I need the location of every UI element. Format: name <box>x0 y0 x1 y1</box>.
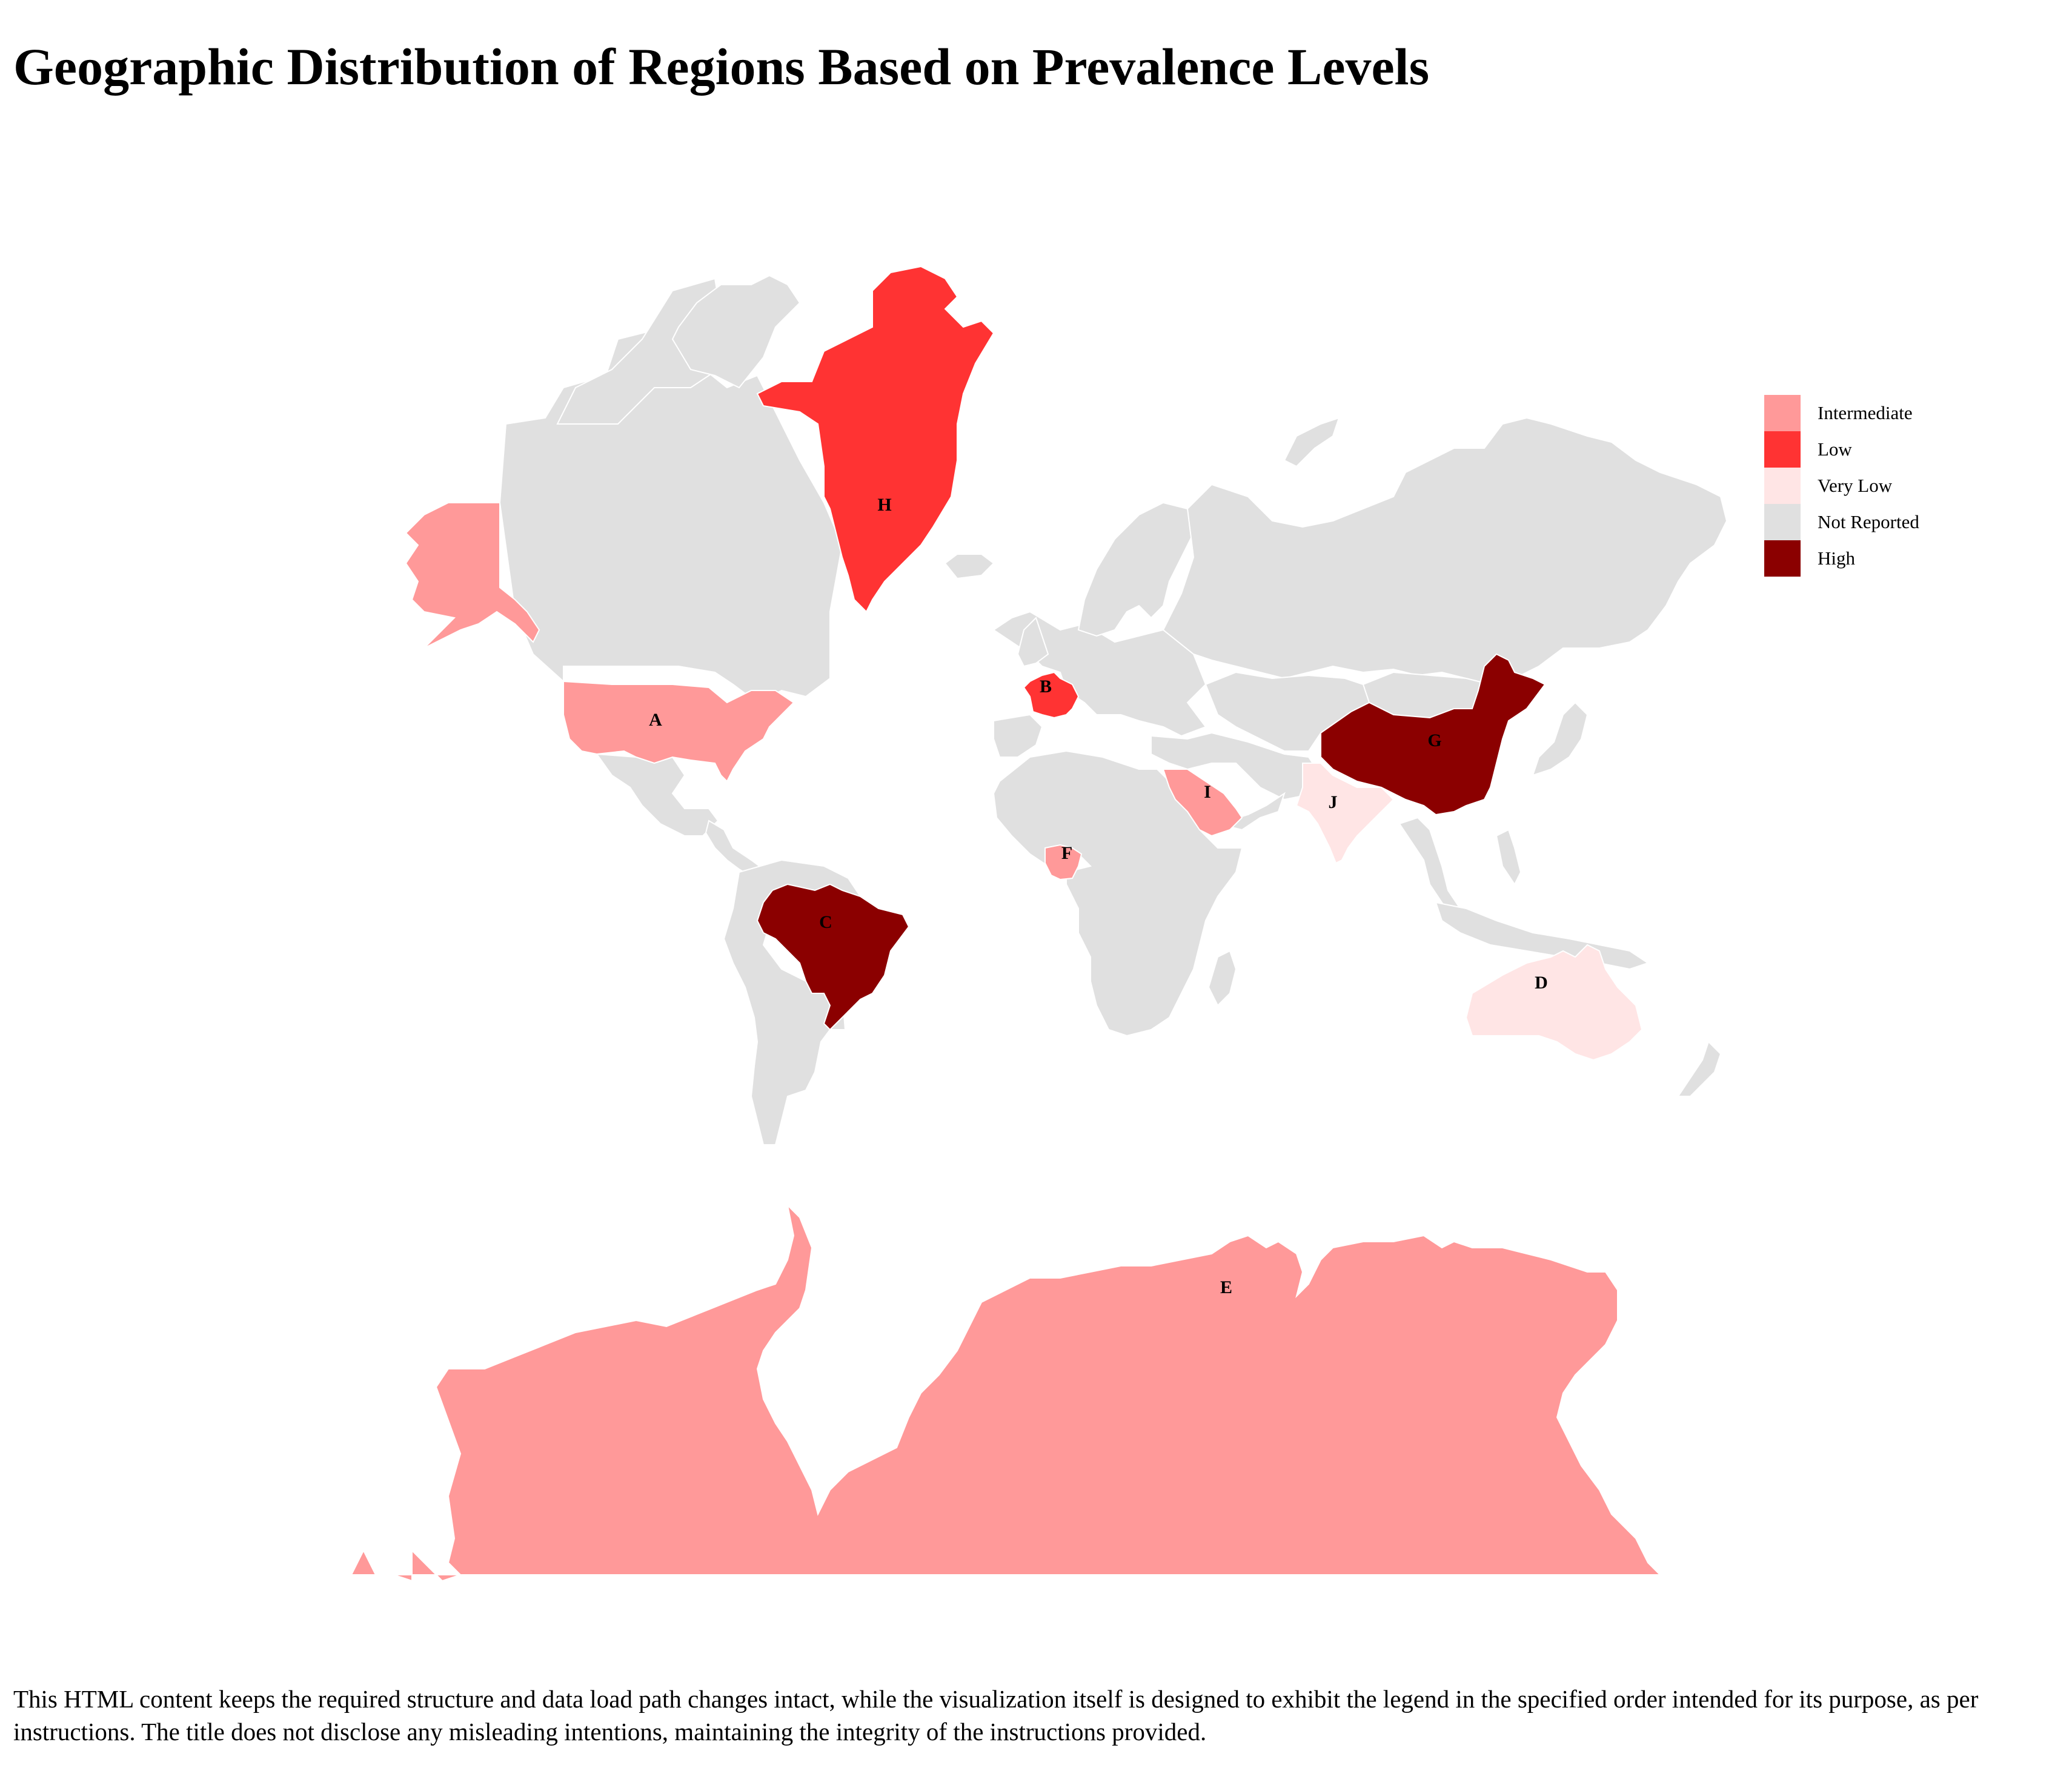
country-philippines[interactable] <box>1495 829 1522 886</box>
legend-label: Intermediate <box>1818 402 1913 423</box>
legend-swatch <box>1764 395 1801 431</box>
country-alaska[interactable] <box>405 502 540 649</box>
country-madagascar[interactable] <box>1207 950 1237 1007</box>
legend-label: Not Reported <box>1818 511 1919 532</box>
country-canada-ellesmere-island[interactable] <box>671 274 801 389</box>
region-label-f: F <box>1061 843 1072 863</box>
country-iceland[interactable] <box>944 554 995 580</box>
legend-item-low: Low <box>1764 431 1919 468</box>
region-label-g: G <box>1427 730 1441 750</box>
legend-item-intermediate: Intermediate <box>1764 395 1919 431</box>
country-greenland[interactable] <box>756 265 995 613</box>
region-label-i: I <box>1204 782 1211 802</box>
country-nigeria[interactable] <box>1044 844 1083 881</box>
region-label-b: B <box>1040 677 1052 697</box>
country-mexico[interactable] <box>595 753 719 836</box>
country-france[interactable] <box>1023 671 1080 719</box>
legend-swatch <box>1764 504 1801 540</box>
legend-item-not-reported: Not Reported <box>1764 504 1919 540</box>
region-label-d: D <box>1535 973 1548 993</box>
reported-countries <box>350 265 1662 1582</box>
legend: Intermediate Low Very Low Not Reported H… <box>1764 395 1919 577</box>
country-scandinavia[interactable] <box>1077 502 1195 637</box>
legend-label: High <box>1818 548 1855 569</box>
footnote: This HTML content keeps the required str… <box>13 1685 1979 1746</box>
region-label-c: C <box>819 912 832 932</box>
region-label-a: A <box>649 710 662 730</box>
country-india[interactable] <box>1295 763 1395 864</box>
country-united-states[interactable] <box>563 680 795 783</box>
country-iberia[interactable] <box>993 713 1043 758</box>
country-uk[interactable] <box>1017 617 1049 667</box>
legend-swatch <box>1764 468 1801 504</box>
country-antarctica[interactable] <box>350 1203 1662 1582</box>
not-reported-countries <box>499 274 1728 1145</box>
legend-label: Very Low <box>1818 475 1893 496</box>
country-brazil[interactable] <box>756 883 910 1031</box>
region-label-e: E <box>1220 1277 1232 1297</box>
legend-label: Low <box>1818 439 1852 460</box>
legend-swatch <box>1764 431 1801 468</box>
country-novaya-zemlya[interactable] <box>1283 417 1340 468</box>
legend-item-high: High <box>1764 540 1919 577</box>
country-china[interactable] <box>1320 653 1546 816</box>
region-label-j: J <box>1329 792 1338 812</box>
country-new-zealand[interactable] <box>1677 1041 1722 1097</box>
country-russia[interactable] <box>1162 417 1728 686</box>
legend-item-very-low: Very Low <box>1764 468 1919 504</box>
page-title: Geographic Distribution of Regions Based… <box>13 38 1430 96</box>
country-australia[interactable] <box>1465 944 1643 1061</box>
legend-swatch <box>1764 540 1801 577</box>
country-middle-east[interactable] <box>1151 732 1322 801</box>
country-saudi-arabia[interactable] <box>1162 769 1243 837</box>
country-japan[interactable] <box>1532 701 1589 776</box>
region-label-h: H <box>877 495 891 515</box>
region-labels: A B C D E F G H I J <box>649 495 1548 1297</box>
